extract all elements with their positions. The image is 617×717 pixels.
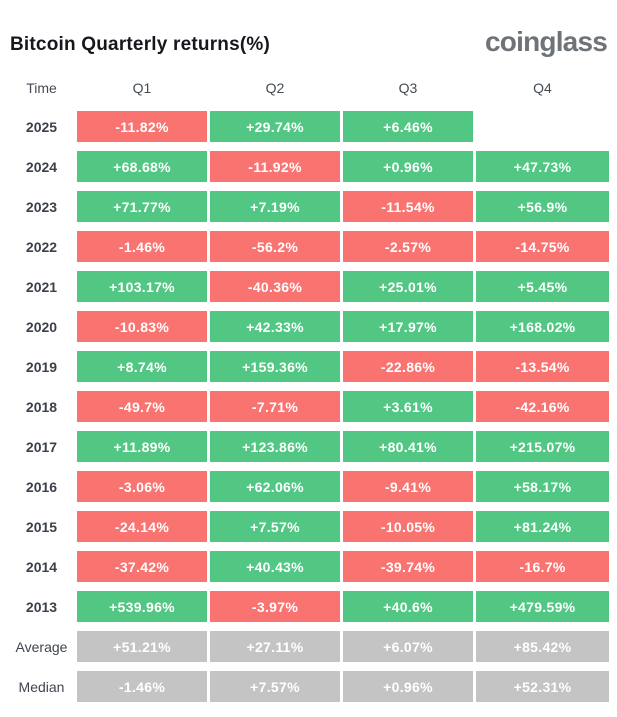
return-cell: +159.36% [210, 351, 340, 382]
return-cell: +7.19% [210, 191, 340, 222]
return-cell: -10.83% [77, 311, 207, 342]
return-cell: +17.97% [343, 311, 473, 342]
return-cell: +29.74% [210, 111, 340, 142]
return-cell: -7.71% [210, 391, 340, 422]
row-label: 2023 [25, 198, 58, 215]
page-title: Bitcoin Quarterly returns(%) [10, 34, 271, 55]
row-label: 2015 [25, 518, 58, 535]
row-label: 2022 [25, 238, 58, 255]
return-cell: +123.86% [210, 431, 340, 462]
return-cell [476, 111, 609, 142]
return-cell: +47.73% [476, 151, 609, 182]
column-header-q3: Q3 [398, 80, 418, 96]
return-cell: -22.86% [343, 351, 473, 382]
return-cell: +6.46% [343, 111, 473, 142]
return-cell: -1.46% [77, 231, 207, 262]
return-cell: +40.6% [343, 591, 473, 622]
column-header-q1: Q1 [132, 80, 152, 96]
return-cell: +0.96% [343, 151, 473, 182]
return-cell: -56.2% [210, 231, 340, 262]
column-header-time: Time [26, 80, 57, 96]
return-cell: -49.7% [77, 391, 207, 422]
row-label: 2018 [25, 398, 58, 415]
return-cell: +25.01% [343, 271, 473, 302]
card-header: Bitcoin Quarterly returns(%) coinglass [0, 0, 617, 56]
return-cell: +103.17% [77, 271, 207, 302]
return-cell: -9.41% [343, 471, 473, 502]
return-cell: +56.9% [476, 191, 609, 222]
return-cell: +5.45% [476, 271, 609, 302]
row-label: 2014 [25, 558, 58, 575]
return-cell: +27.11% [210, 631, 340, 662]
row-label: 2016 [25, 478, 58, 495]
row-label: 2017 [25, 438, 58, 455]
return-cell: -37.42% [77, 551, 207, 582]
return-cell: -10.05% [343, 511, 473, 542]
return-cell: -11.92% [210, 151, 340, 182]
return-cell: +0.96% [343, 671, 473, 702]
returns-table-header: Time Q1 Q2 Q3 Q4 [0, 80, 617, 96]
return-cell: +6.07% [343, 631, 473, 662]
row-label: 2024 [25, 158, 58, 175]
return-cell: -40.36% [210, 271, 340, 302]
return-cell: +81.24% [476, 511, 609, 542]
row-label: 2019 [25, 358, 58, 375]
return-cell: +62.06% [210, 471, 340, 502]
return-cell: +40.43% [210, 551, 340, 582]
return-cell: -11.82% [77, 111, 207, 142]
return-cell: +8.74% [77, 351, 207, 382]
column-header-q4: Q4 [533, 80, 552, 96]
row-label: 2020 [25, 318, 58, 335]
return-cell: +7.57% [210, 671, 340, 702]
return-cell: -11.54% [343, 191, 473, 222]
return-cell: +215.07% [476, 431, 609, 462]
row-label: 2021 [25, 278, 58, 295]
return-cell: +539.96% [77, 591, 207, 622]
return-cell: -16.7% [476, 551, 609, 582]
row-label: Median [18, 678, 65, 695]
return-cell: +479.59% [476, 591, 609, 622]
return-cell: -3.97% [210, 591, 340, 622]
return-cell: +11.89% [77, 431, 207, 462]
return-cell: -24.14% [77, 511, 207, 542]
return-cell: -1.46% [77, 671, 207, 702]
return-cell: +71.77% [77, 191, 207, 222]
row-label: 2025 [25, 118, 58, 135]
returns-table-body: 2025 -11.82% +29.74% +6.46% 2024 +68.68% -11.9… [0, 111, 617, 702]
return-cell: +42.33% [210, 311, 340, 342]
row-label: 2013 [25, 598, 58, 615]
return-cell: +168.02% [476, 311, 609, 342]
return-cell: -13.54% [476, 351, 609, 382]
return-cell: +7.57% [210, 511, 340, 542]
return-cell: -14.75% [476, 231, 609, 262]
return-cell: +80.41% [343, 431, 473, 462]
return-cell: -2.57% [343, 231, 473, 262]
return-cell: -42.16% [476, 391, 609, 422]
coinglass-logo[interactable]: coinglass [485, 26, 608, 57]
return-cell: +3.61% [343, 391, 473, 422]
return-cell: -3.06% [77, 471, 207, 502]
row-label: Average [15, 638, 68, 655]
return-cell: -39.74% [343, 551, 473, 582]
return-cell: +58.17% [476, 471, 609, 502]
column-header-q2: Q2 [265, 80, 285, 96]
return-cell: +68.68% [77, 151, 207, 182]
return-cell: +85.42% [476, 631, 609, 662]
return-cell: +52.31% [476, 671, 609, 702]
return-cell: +51.21% [77, 631, 207, 662]
